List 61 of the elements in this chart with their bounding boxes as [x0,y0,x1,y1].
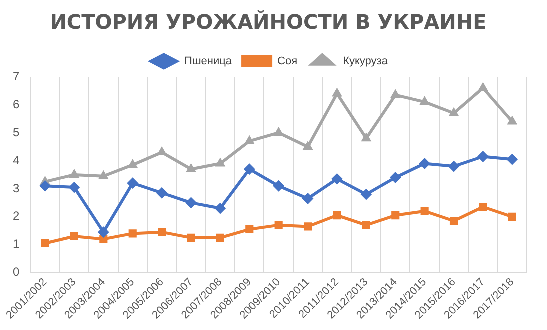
point [390,172,402,184]
point [333,211,342,220]
point [216,234,224,242]
point [273,180,284,192]
point [40,180,51,192]
point [332,174,343,185]
point [98,170,108,180]
point [274,127,284,136]
point [244,164,256,175]
point [214,203,226,214]
point [186,164,196,172]
legend-label: Пшеница [184,56,233,68]
point [70,169,80,178]
point [158,228,166,236]
point [156,188,168,199]
point [478,151,489,162]
point [508,116,518,125]
y-tick-label: 3 [12,181,20,196]
point [128,230,137,238]
point [186,197,197,208]
point [128,160,138,168]
point [68,182,80,194]
y-tick-label: 1 [12,237,20,252]
point [304,222,312,231]
point [98,226,110,238]
point [419,158,430,170]
point [449,108,459,116]
y-tick-label: 0 [12,265,20,280]
point [362,221,370,230]
point [274,221,283,230]
legend-label: Кукуруза [343,56,389,68]
point [479,203,488,212]
point [478,82,488,92]
point [157,147,167,156]
point [41,239,50,248]
point [187,234,196,242]
point [332,88,342,97]
point [127,178,138,189]
y-tick-label: 2 [12,209,20,224]
legend-label: Соя [278,56,298,68]
point [450,217,458,226]
point [362,133,372,142]
point [302,193,314,204]
point [420,96,430,106]
point [448,161,460,172]
y-tick-label: 5 [12,125,20,140]
point [246,225,254,234]
point [508,212,516,221]
y-tick-label: 6 [12,97,20,112]
chart-title: ИСТОРИЯ УРОЖАЙНОСТИ В УКРАИНЕ [50,10,487,34]
point [506,154,518,166]
point [70,232,79,241]
point [420,207,429,216]
y-tick-label: 4 [12,153,20,168]
point [392,211,400,220]
point [360,189,372,200]
point [390,90,400,98]
y-tick-label: 7 [12,69,20,84]
point [216,158,226,167]
point [244,136,254,144]
point [303,141,313,150]
